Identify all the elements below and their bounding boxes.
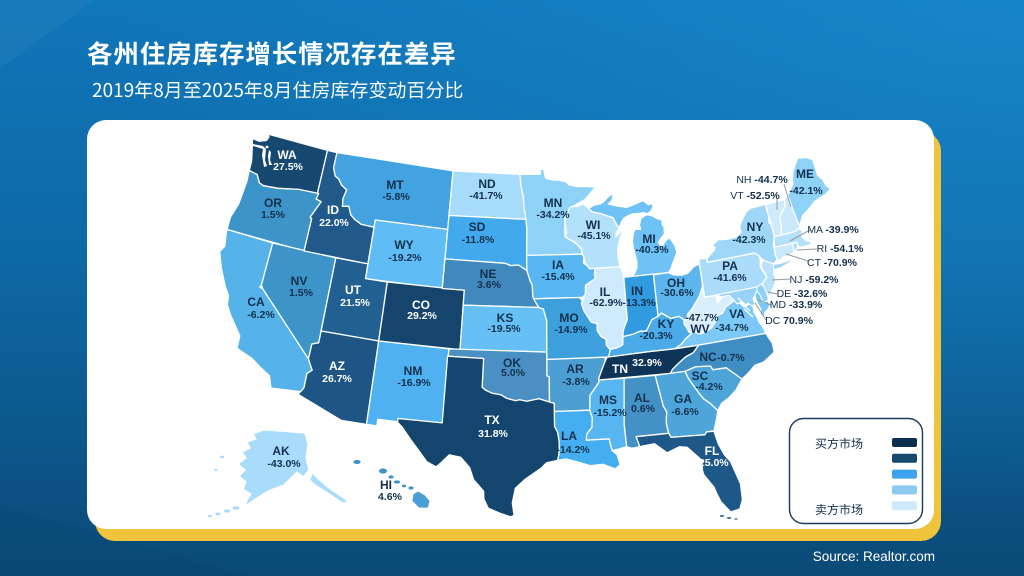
svg-text:-16.9%: -16.9% [397,377,431,389]
svg-text:MI: MI [642,232,655,246]
svg-text:VT -52.5%: VT -52.5% [730,190,780,202]
svg-text:MO: MO [559,311,578,325]
svg-text:CT -70.9%: CT -70.9% [807,257,858,269]
svg-text:-62.9%: -62.9% [589,297,623,309]
svg-text:AL: AL [634,391,650,405]
svg-text:-15.4%: -15.4% [541,271,575,283]
svg-text:-30.6%: -30.6% [660,287,694,299]
svg-text:27.5%: 27.5% [273,161,303,173]
svg-text:CA: CA [247,295,265,309]
svg-text:OH: OH [667,276,685,290]
svg-text:1.5%: 1.5% [261,209,286,221]
svg-text:AK: AK [272,444,290,458]
svg-text:-34.2%: -34.2% [536,209,570,221]
svg-text:UT: UT [345,283,362,297]
svg-text:-41.7%: -41.7% [469,190,503,202]
svg-text:-25.0%: -25.0% [695,457,729,469]
svg-text:-42.3%: -42.3% [732,234,766,246]
svg-text:-3.8%: -3.8% [562,376,590,388]
svg-text:-19.2%: -19.2% [388,252,422,264]
svg-text:-5.8%: -5.8% [382,191,410,203]
svg-text:LA: LA [561,429,577,443]
svg-text:IN: IN [631,284,643,298]
svg-text:4.6%: 4.6% [378,491,403,503]
svg-text:-34.7%: -34.7% [715,322,749,334]
svg-text:21.5%: 21.5% [340,297,370,309]
svg-text:Source: Realtor.com: Source: Realtor.com [813,549,935,564]
svg-text:ID: ID [327,203,339,217]
svg-text:ND: ND [478,177,496,191]
svg-text:NH -44.7%: NH -44.7% [736,174,788,186]
svg-text:NC: NC [699,350,717,364]
svg-text:-40.3%: -40.3% [635,244,669,256]
svg-text:NJ -59.2%: NJ -59.2% [789,274,839,286]
svg-text:-14.9%: -14.9% [554,324,588,336]
svg-text:0.6%: 0.6% [631,403,656,415]
svg-text:-11.8%: -11.8% [462,234,495,246]
svg-text:-14.2%: -14.2% [556,444,590,456]
svg-text:-0.7%: -0.7% [717,352,745,364]
svg-text:PA: PA [722,259,738,273]
svg-text:-20.3%: -20.3% [639,330,673,342]
svg-text:OK: OK [503,356,521,370]
svg-text:WI: WI [586,218,601,232]
svg-text:29.2%: 29.2% [407,310,437,322]
svg-text:22.0%: 22.0% [319,217,349,229]
svg-text:VA: VA [729,307,745,321]
svg-text:MN: MN [544,196,563,210]
svg-text:-4.2%: -4.2% [695,381,723,393]
svg-text:IA: IA [552,258,564,272]
svg-text:FL: FL [705,444,720,458]
svg-text:MT: MT [386,178,404,192]
svg-text:MD -33.9%: MD -33.9% [770,299,823,311]
svg-text:-15.2%: -15.2% [593,407,627,419]
svg-text:WA: WA [277,148,297,162]
svg-text:WY: WY [394,238,413,252]
svg-text:KY: KY [658,317,675,331]
svg-text:GA: GA [674,392,692,406]
svg-text:AR: AR [566,362,584,376]
svg-text:3.6%: 3.6% [477,279,502,291]
svg-text:5.0%: 5.0% [501,367,526,379]
svg-text:32.9%: 32.9% [632,357,662,369]
svg-text:MA -39.9%: MA -39.9% [807,224,859,236]
svg-text:CO: CO [412,298,430,312]
svg-text:MS: MS [599,393,617,407]
svg-text:TN: TN [612,362,628,376]
svg-text:WV: WV [690,322,709,336]
svg-text:OR: OR [264,196,282,210]
svg-text:-45.1%: -45.1% [577,230,611,242]
svg-text:KS: KS [497,311,514,325]
svg-text:ME: ME [796,167,814,181]
svg-text:SC: SC [692,369,709,383]
svg-text:HI: HI [380,478,392,492]
svg-text:DE -32.6%: DE -32.6% [777,288,828,300]
svg-text:-42.1%: -42.1% [789,185,823,197]
svg-text:-13.3%: -13.3% [622,297,656,309]
svg-text:DC 70.9%: DC 70.9% [765,315,814,327]
svg-text:-41.6%: -41.6% [713,272,747,284]
svg-text:IL: IL [600,285,611,299]
svg-text:-6.6%: -6.6% [671,406,699,418]
svg-text:31.8%: 31.8% [478,428,508,440]
svg-text:NV: NV [291,274,308,288]
svg-text:1.5%: 1.5% [289,287,314,299]
svg-text:NM: NM [404,364,423,378]
svg-text:-43.0%: -43.0% [267,458,301,470]
svg-text:SD: SD [469,220,486,234]
svg-text:26.7%: 26.7% [322,373,352,385]
svg-text:-6.2%: -6.2% [247,309,275,321]
svg-text:TX: TX [484,413,499,427]
svg-text:-19.5%: -19.5% [487,323,521,335]
svg-text:RI -54.1%: RI -54.1% [817,243,864,255]
svg-text:NY: NY [747,220,764,234]
svg-text:NE: NE [480,267,497,281]
svg-text:AZ: AZ [329,359,345,373]
svg-text:-47.7%: -47.7% [685,312,719,324]
